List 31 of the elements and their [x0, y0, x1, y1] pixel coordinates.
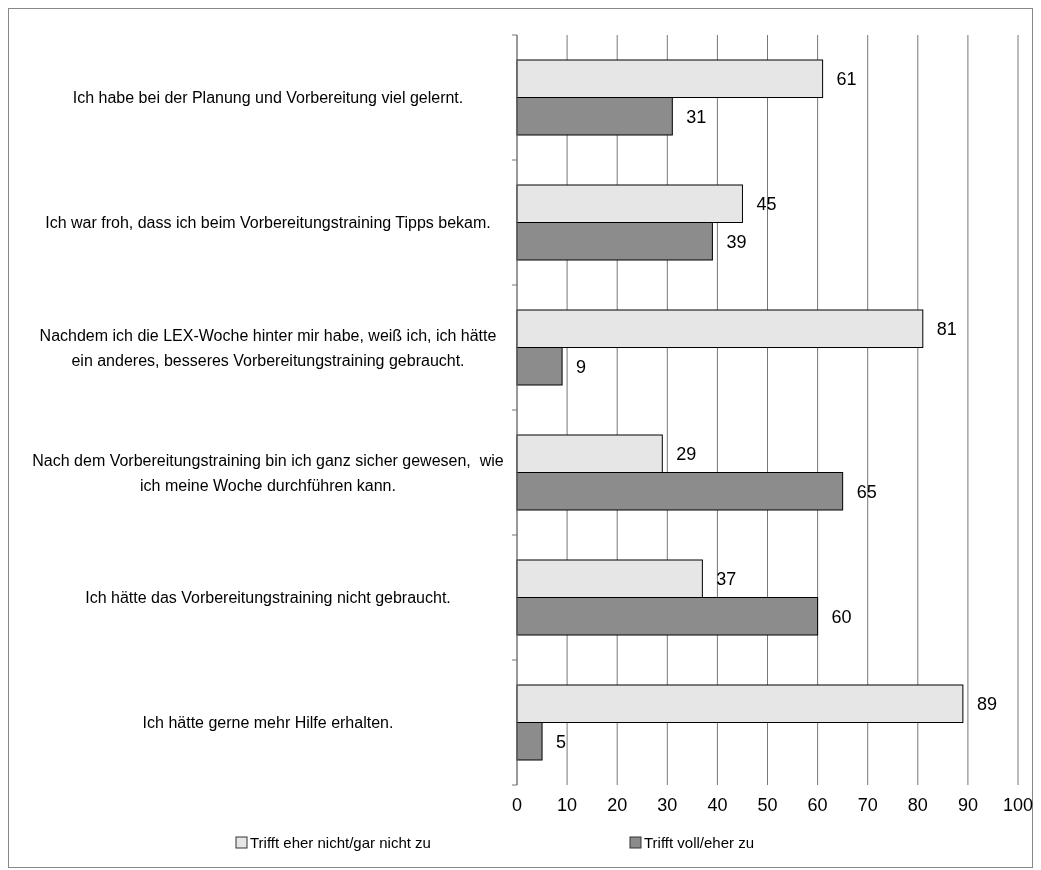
data-label: 5	[556, 731, 567, 752]
legend-label: Trifft voll/eher zu	[644, 834, 755, 852]
x-tick-label: 90	[957, 795, 978, 815]
data-label: 61	[836, 69, 857, 90]
x-tick-label: 80	[907, 795, 928, 815]
data-label: 9	[576, 356, 587, 377]
x-tick-label: 50	[757, 795, 778, 815]
data-label: 81	[936, 319, 957, 340]
data-label: 65	[856, 481, 877, 502]
data-label: 89	[976, 694, 997, 715]
data-label: 29	[676, 444, 697, 465]
x-tick-label: 20	[607, 795, 628, 815]
x-tick-label: 10	[557, 795, 578, 815]
y-tick-label: Nach dem Vorbereitungstraining bin ich ganz sicher gewesen, wie ich meine Woche durchführen kann.	[32, 451, 504, 494]
legend-label: Trifft eher nicht/gar nicht zu	[250, 834, 431, 852]
y-tick-label: Ich war froh, dass ich beim Vorbereitungstraining Tipps bekam.	[45, 214, 491, 232]
x-tick-label: 40	[707, 795, 728, 815]
data-label: 37	[716, 569, 737, 590]
data-label: 60	[831, 606, 852, 627]
x-tick-label: 60	[807, 795, 828, 815]
y-tick-label: Ich habe bei der Planung und Vorbereitung viel gelernt.	[72, 89, 464, 107]
y-tick-label: Nachdem ich die LEX-Woche hinter mir habe, weiß ich, ich hätte ein anderes, besseres Vorbereitungstraining gebraucht.	[39, 326, 497, 369]
y-tick-label: Ich hätte gerne mehr Hilfe erhalten.	[142, 714, 394, 732]
x-tick-label: 30	[657, 795, 678, 815]
y-tick-label: Ich hätte das Vorbereitungstraining nicht gebraucht.	[85, 589, 451, 607]
x-tick-label: 0	[511, 795, 523, 815]
data-label: 45	[756, 194, 777, 215]
x-tick-label: 70	[857, 795, 878, 815]
data-label: 39	[726, 231, 747, 252]
data-label: 31	[686, 106, 707, 127]
x-tick-label: 100	[1002, 795, 1034, 815]
